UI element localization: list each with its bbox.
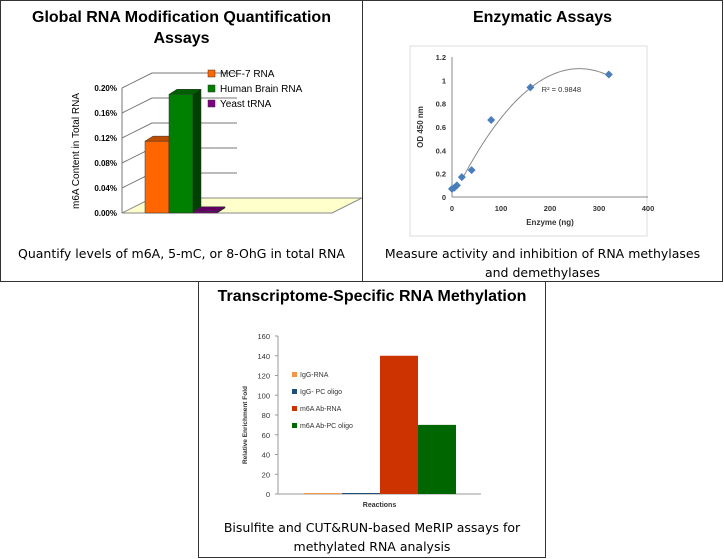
y-tick-label: 80 [262,411,270,420]
legend-label: m6A Ab-PC oligo [300,423,353,430]
y-tick-label: 0.16% [94,109,117,118]
y-tick-label: 1.2 [436,53,446,62]
y-tick-label: 0.12% [94,134,117,143]
bar-side-2 [216,206,226,214]
panel-caption: Bisulfite and CUT&RUN-based MeRIP assays… [223,520,521,554]
y-tick-label: 0.6 [436,123,446,132]
gridline [121,122,237,139]
y-tick-label: 0 [442,193,446,202]
panel-transcriptome: Transcriptome-Specific RNA Methylation 0… [198,281,546,558]
panel-title: Global RNA Modification Quantification A… [32,9,331,47]
legend-swatch [207,99,216,108]
legend-swatch [207,69,216,78]
bar-1 [168,94,194,214]
legend-label: Human Brain RNA [220,84,303,95]
y-tick-label: 120 [257,372,270,381]
legend-swatch [207,84,216,93]
chart-transcriptome: 0 20 40 60 80 100 120 140 160 Relative Enrichment… [242,332,481,509]
y-tick-label: 60 [262,431,270,440]
chart-enzymatic: 0 0.2 0.4 0.6 0.8 1 1.2 0 100 200 300 400 Enzyme (ng… [409,45,655,237]
panel-title: Transcriptome-Specific RNA Methylation [217,288,527,305]
x-axis-label: Reactions [363,502,397,509]
bar-side-1 [192,88,202,214]
y-tick-label: 0.4 [436,146,447,155]
data-point [604,70,613,79]
legend-swatch [292,372,297,377]
panel-caption: Measure activity and inhibition of RNA m… [384,246,701,280]
x-tick-label: 200 [544,204,557,213]
legend-label: Yeast tRNA [220,99,272,110]
x-tick-label: 300 [593,204,606,213]
data-point [452,181,461,190]
y-tick-label: 0.04% [94,184,117,193]
y-tick-label: 0.08% [94,159,117,168]
y-tick-label: 160 [257,332,270,341]
bar-2 [380,355,418,494]
x-axis-label: Enzyme (ng) [526,218,574,227]
x-tick-label: 400 [642,204,655,213]
legend-label: m6A Ab-RNA [300,406,342,413]
y-axis-label: Relative Enrichment Fold [242,386,249,464]
panel-title: Enzymatic Assays [472,9,613,26]
y-tick-label: 100 [257,391,270,400]
bar-0 [144,140,170,214]
y-tick-label: 0 [266,490,270,499]
y-axis-label: m6A Content in Total RNA [71,93,82,209]
legend-label: MCF-7 RNA [220,69,275,80]
y-tick-label: 40 [262,451,270,460]
data-point [457,173,466,182]
bar-1 [342,493,380,494]
chart-area-border [409,45,648,237]
legend-label: IgG- PC oligo [300,389,342,396]
legend-label: IgG-RNA [300,372,329,379]
panel-enzymatic: Enzymatic Assays 0 0.2 0.4 0.6 0.8 1 1.2 0 100 20… [362,0,723,282]
x-tick-label: 100 [495,204,508,213]
legend-swatch [292,423,297,428]
y-tick-label: 0.00% [94,209,117,218]
y-tick-label: 140 [257,352,270,361]
r-squared-label: R² = 0.9848 [542,85,581,94]
trendline [462,68,609,179]
y-tick-label: 0.8 [436,100,446,109]
y-axis-label: OD 450 nm [416,106,425,148]
data-point [467,166,476,175]
y-tick-label: 0.2 [436,170,446,179]
bar-0 [304,493,342,494]
legend-swatch [292,389,297,394]
panel-global-rna: Global RNA Modification Quantification A… [0,0,363,282]
data-point [450,183,459,192]
gridline [121,97,237,114]
data-point [487,116,496,124]
chart-global-rna: 0.00% 0.04% 0.08% 0.12% 0.16% 0.20% m6A Conten… [71,69,362,218]
y-tick-label: 20 [262,470,270,479]
bar-3 [418,424,456,494]
panel-caption: Quantify levels of m6A, 5-mC, or 8-OhG i… [18,246,345,261]
data-point [526,83,535,92]
legend-swatch [292,406,297,411]
y-tick-label: 1 [442,76,446,85]
y-tick-label: 0.20% [94,84,117,93]
x-tick-label: 0 [450,204,454,213]
